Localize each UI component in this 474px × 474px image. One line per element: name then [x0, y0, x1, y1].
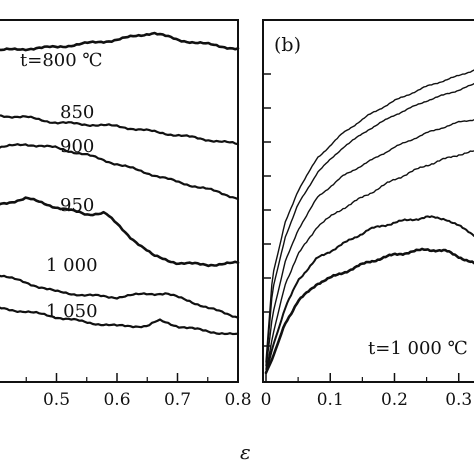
- panel-a: 0.5 0.6 0.7 0.8 t=800 ℃ 850 900 950 1 000 1 050: [0, 19, 252, 410]
- panel-a-series-label-2: 850: [60, 102, 94, 123]
- panel-a-series-line-4: [0, 196, 240, 268]
- panel-b-series-line-5: [265, 215, 474, 374]
- panel-b-y-ticks: [263, 73, 271, 347]
- panel-a-series-line-3: [0, 143, 240, 201]
- panel-a-x-tick-label-2: 0.6: [103, 390, 130, 410]
- panel-a-series-label-3: 900: [60, 136, 94, 157]
- panel-b-curves: [264, 69, 474, 375]
- panel-b-series-line-3: [265, 119, 474, 370]
- panel-b-x-tick-label-1: 0: [261, 390, 272, 410]
- panel-a-curves: [0, 31, 240, 336]
- panel-b-x-tick-label-3: 0.2: [381, 390, 408, 410]
- panel-b-series-line-2: [265, 82, 474, 367]
- panel-a-series-label-1: t=800 ℃: [20, 50, 103, 71]
- panel-b-frame: [262, 19, 474, 383]
- panel-a-series-label-6: 1 050: [46, 301, 98, 322]
- panel-a-series-label-4: 950: [60, 195, 94, 216]
- panel-b-series-line-1: [265, 69, 474, 363]
- panel-b-annotation: t=1 000 ℃: [368, 338, 468, 359]
- panel-a-x-tick-label-3: 0.7: [164, 390, 191, 410]
- panel-a-series-line-6: [0, 306, 240, 336]
- panel-a-x-tick-label-4: 0.8: [224, 390, 251, 410]
- panel-a-series-line-5: [0, 274, 240, 319]
- panel-a-x-ticks: 0.5 0.6 0.7 0.8: [25, 373, 252, 410]
- panel-b-series-line-4: [265, 150, 474, 374]
- panel-b: (b) 0 0.1 0.2 0.3 t=1 000 ℃: [261, 19, 474, 410]
- panel-b-x-tick-label-2: 0.1: [317, 390, 344, 410]
- panel-a-series-labels: t=800 ℃ 850 900 950 1 000 1 050: [20, 50, 103, 322]
- panel-b-x-tick-label-4: 0.3: [445, 390, 472, 410]
- panel-b-tag: (b): [274, 34, 301, 56]
- panel-a-series-line-1: [0, 31, 240, 52]
- panel-a-series-line-2: [0, 114, 240, 146]
- panel-a-x-tick-label-1: 0.5: [43, 390, 70, 410]
- panel-a-series-label-5: 1 000: [46, 255, 98, 276]
- panel-b-series-line-6: [264, 247, 474, 375]
- x-axis-label: ε: [240, 440, 251, 464]
- panel-b-x-ticks: 0 0.1 0.2 0.3: [261, 373, 472, 410]
